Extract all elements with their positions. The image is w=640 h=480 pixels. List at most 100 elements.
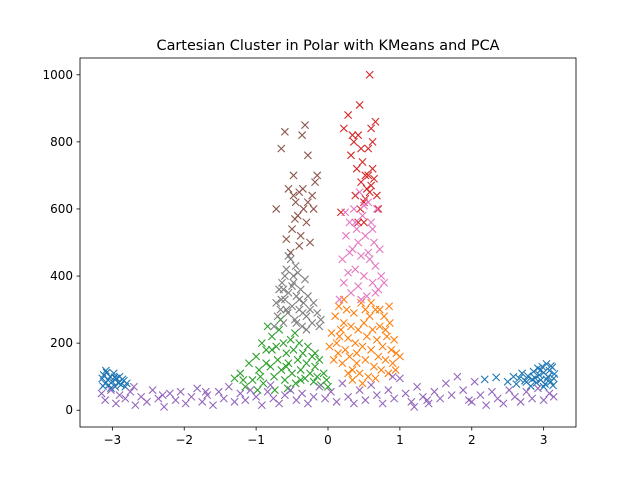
data-point: [278, 278, 286, 287]
data-point: [359, 201, 368, 210]
data-point: [289, 272, 298, 281]
data-point: [292, 396, 301, 405]
data-point: [316, 315, 325, 324]
data-point: [352, 349, 361, 358]
data-point: [324, 382, 332, 391]
data-point: [279, 285, 288, 294]
data-point: [509, 372, 518, 381]
data-point: [288, 282, 297, 291]
data-point: [338, 255, 347, 264]
data-point: [345, 352, 354, 361]
data-point: [280, 376, 289, 385]
data-point: [395, 374, 404, 383]
data-point: [371, 288, 380, 297]
data-point: [367, 345, 376, 354]
series-5: [272, 121, 322, 257]
data-point: [299, 298, 308, 307]
data-point: [171, 396, 180, 405]
data-point: [332, 397, 341, 406]
data-point: [275, 399, 284, 408]
data-point: [354, 131, 363, 140]
data-point: [325, 342, 334, 351]
data-point: [298, 131, 307, 140]
data-point: [266, 381, 275, 390]
data-point: [267, 345, 276, 354]
data-point: [418, 392, 427, 401]
data-point: [528, 394, 537, 403]
data-point: [499, 399, 508, 408]
data-point: [257, 401, 266, 410]
data-point: [244, 359, 253, 368]
series-4: [97, 372, 558, 411]
data-point: [344, 111, 353, 120]
data-point: [306, 305, 315, 314]
data-point: [277, 365, 286, 374]
plot-marks: [97, 70, 559, 411]
data-point: [390, 335, 399, 344]
data-point: [263, 387, 272, 396]
data-point: [298, 308, 307, 317]
data-point: [347, 288, 355, 297]
data-point: [528, 375, 537, 384]
y-tick-label: 0: [65, 403, 73, 417]
data-point: [298, 322, 307, 331]
x-tick-label: 2: [468, 433, 476, 447]
data-point: [255, 365, 263, 374]
data-point: [370, 174, 378, 183]
data-point: [158, 391, 167, 400]
data-point: [111, 399, 120, 408]
data-point: [357, 295, 366, 304]
data-point: [349, 308, 358, 317]
data-point: [319, 369, 328, 378]
data-point: [295, 339, 304, 348]
data-point: [302, 218, 311, 227]
data-point: [375, 245, 384, 254]
data-point: [391, 365, 400, 374]
data-point: [321, 394, 330, 403]
data-point: [365, 255, 374, 264]
data-point: [344, 392, 353, 401]
data-point: [342, 305, 351, 314]
data-point: [359, 218, 368, 227]
data-point: [372, 204, 381, 213]
data-point: [549, 381, 557, 390]
data-point: [252, 352, 261, 361]
data-point: [308, 319, 317, 327]
data-point: [241, 396, 250, 405]
data-point: [362, 292, 371, 301]
data-point: [97, 389, 106, 398]
data-point: [480, 375, 489, 384]
data-point: [492, 373, 501, 382]
data-point: [277, 144, 286, 153]
data-point: [368, 325, 377, 334]
data-point: [533, 384, 542, 393]
data-point: [290, 329, 299, 338]
plot-axes: −3 −2 −1 0 1 2 3 0 200 400 600 800 1000: [42, 57, 577, 447]
data-point: [470, 377, 479, 386]
data-point: [364, 372, 373, 381]
data-point: [365, 312, 374, 321]
data-point: [407, 397, 416, 406]
data-point: [298, 184, 307, 193]
data-point: [293, 268, 302, 277]
data-point: [296, 365, 305, 374]
data-point: [348, 376, 357, 385]
data-point: [239, 376, 248, 385]
data-point: [334, 349, 343, 358]
data-point: [219, 394, 228, 403]
data-point: [336, 325, 345, 334]
data-point: [262, 345, 271, 354]
data-point: [341, 345, 350, 354]
data-point: [539, 382, 548, 391]
data-point: [302, 359, 311, 368]
data-point: [315, 355, 324, 364]
data-point: [276, 305, 285, 314]
data-point: [545, 389, 554, 398]
data-point: [515, 374, 524, 383]
data-point: [352, 225, 361, 234]
data-point: [367, 381, 376, 390]
data-point: [347, 322, 355, 331]
data-point: [487, 387, 496, 396]
data-point: [121, 394, 130, 403]
